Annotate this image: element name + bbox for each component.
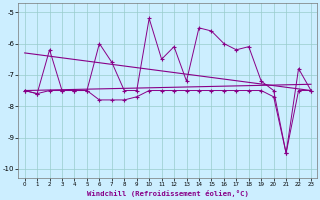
X-axis label: Windchill (Refroidissement éolien,°C): Windchill (Refroidissement éolien,°C) bbox=[87, 190, 249, 197]
